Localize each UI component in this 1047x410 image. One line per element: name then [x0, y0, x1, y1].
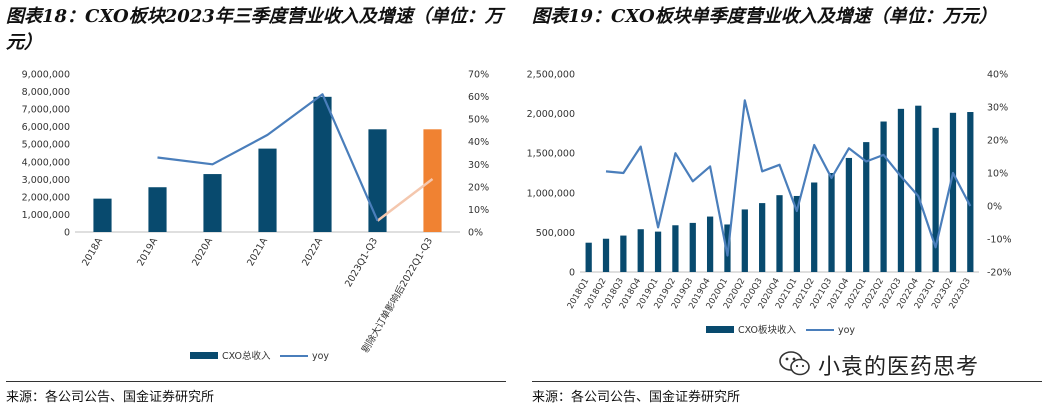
chart-19-svg: 0 500,000 1,000,000 1,500,000 2,000,000 2,500… [527, 70, 1012, 337]
c19-bar [967, 112, 974, 273]
c18-bar [203, 174, 222, 232]
c19-bar [897, 108, 905, 273]
c19-bar [672, 225, 679, 272]
c19-y-tick: 1,000,000 [527, 188, 575, 199]
c19-bar [706, 216, 714, 272]
c19-y-tick: 500,000 [536, 228, 575, 239]
c19-bar [845, 157, 853, 272]
footer-rule-right [532, 381, 1042, 382]
c18-bar [313, 96, 332, 232]
c18-y-tick: 7,000,000 [22, 105, 70, 116]
c18-bar [93, 198, 112, 232]
c19-bar [932, 127, 939, 272]
c19-bar [949, 112, 957, 272]
c19-legend-bar-label: CXO板块收入 [738, 324, 797, 336]
c18-y2-tick: 60% [468, 92, 489, 103]
c19-yoy-line [605, 99, 972, 257]
c18-bar [423, 129, 442, 232]
c19-y2-tick: 20% [987, 136, 1008, 147]
c18-x-tick: 2018A [80, 236, 105, 268]
c19-bar [759, 203, 766, 272]
c18-y-tick: 4,000,000 [22, 157, 70, 168]
c18-legend-line-label: yoy [312, 351, 329, 362]
c18-y2-tick: 50% [468, 115, 489, 126]
c19-bar [880, 121, 887, 272]
c19-y-tick: 0 [569, 268, 575, 279]
source-note-right: 来源：各公司公告、国金证券研究所 [532, 390, 741, 405]
c18-y-tick: 5,000,000 [22, 140, 70, 151]
chart-18-title: 图表18：CXO板块2023年三季度营业收入及增速（单位：万元） [6, 6, 503, 53]
source-note-left: 来源：各公司公告、国金证券研究所 [6, 390, 215, 405]
c18-legend-bar-swatch [190, 352, 218, 359]
c18-y-tick: 3,000,000 [22, 175, 70, 186]
c19-legend-line-label: yoy [838, 325, 855, 336]
c18-y-tick: 0 [64, 228, 70, 239]
c18-y-tick: 9,000,000 [22, 70, 70, 81]
c19-bar [585, 242, 592, 272]
c19-y2-tick: -20% [987, 268, 1012, 279]
c18-bar [258, 148, 277, 232]
wechat-icon [779, 351, 810, 376]
c19-y2-tick: 0% [987, 202, 1002, 213]
c18-y2-tick: 70% [468, 70, 489, 81]
c19-bar [654, 231, 662, 272]
c18-y-tick: 8,000,000 [22, 87, 70, 98]
c19-bar [689, 222, 696, 272]
c18-y-tick: 6,000,000 [22, 122, 70, 133]
c19-bar [793, 195, 800, 272]
c18-y-tick: 1,000,000 [22, 210, 70, 221]
c18-y2-tick: 0% [468, 228, 483, 239]
c18-x-tick: 2021A [245, 236, 270, 268]
c18-x-tick: 2020A [190, 236, 215, 268]
c19-y-tick: 2,000,000 [527, 109, 575, 120]
c19-legend-bar-swatch [706, 326, 734, 333]
c19-y2-tick: 40% [987, 70, 1008, 81]
c19-bar [620, 235, 627, 272]
c18-adjusted-yoy-line [376, 177, 434, 222]
c19-bar [828, 173, 835, 272]
c18-x-tick: 2019A [135, 236, 160, 268]
watermark-text: 小袁的医药思考 [818, 355, 980, 380]
c18-bar [148, 187, 167, 232]
c18-y2-tick: 20% [468, 182, 489, 193]
chart-18-svg: 0 1,000,000 2,000,000 3,000,000 4,000,000 5,0… [22, 70, 489, 363]
chart-19-title: 图表19：CXO板块单季度营业收入及增速（单位：万元） [532, 6, 997, 27]
c19-bar [811, 182, 818, 272]
c18-yoy-line [157, 93, 379, 222]
c19-bar [602, 238, 610, 272]
c18-x-tick: 2022A [300, 236, 325, 268]
c18-bar [368, 129, 387, 232]
watermark: 小袁的医药思考 [778, 347, 1043, 383]
c19-y-tick: 2,500,000 [527, 70, 575, 81]
c18-y-tick: 2,000,000 [22, 192, 70, 203]
c19-y2-tick: -10% [987, 235, 1012, 246]
c18-x-tick: 2023Q1-Q3 [343, 236, 380, 289]
c18-legend-bar-label: CXO总收入 [222, 350, 271, 362]
c18-y2-tick: 40% [468, 137, 489, 148]
c19-y-tick: 1,500,000 [527, 149, 575, 160]
footer-rule-left [6, 381, 506, 382]
c18-y2-tick: 30% [468, 160, 489, 171]
c19-y2-tick: 10% [987, 169, 1008, 180]
c19-bar [776, 195, 783, 272]
c19-bar [741, 209, 748, 272]
c18-y2-tick: 10% [468, 205, 489, 216]
c19-bar [637, 229, 644, 272]
c19-bar [915, 105, 922, 273]
c19-bar [863, 142, 870, 272]
c19-y2-tick: 30% [987, 103, 1008, 114]
